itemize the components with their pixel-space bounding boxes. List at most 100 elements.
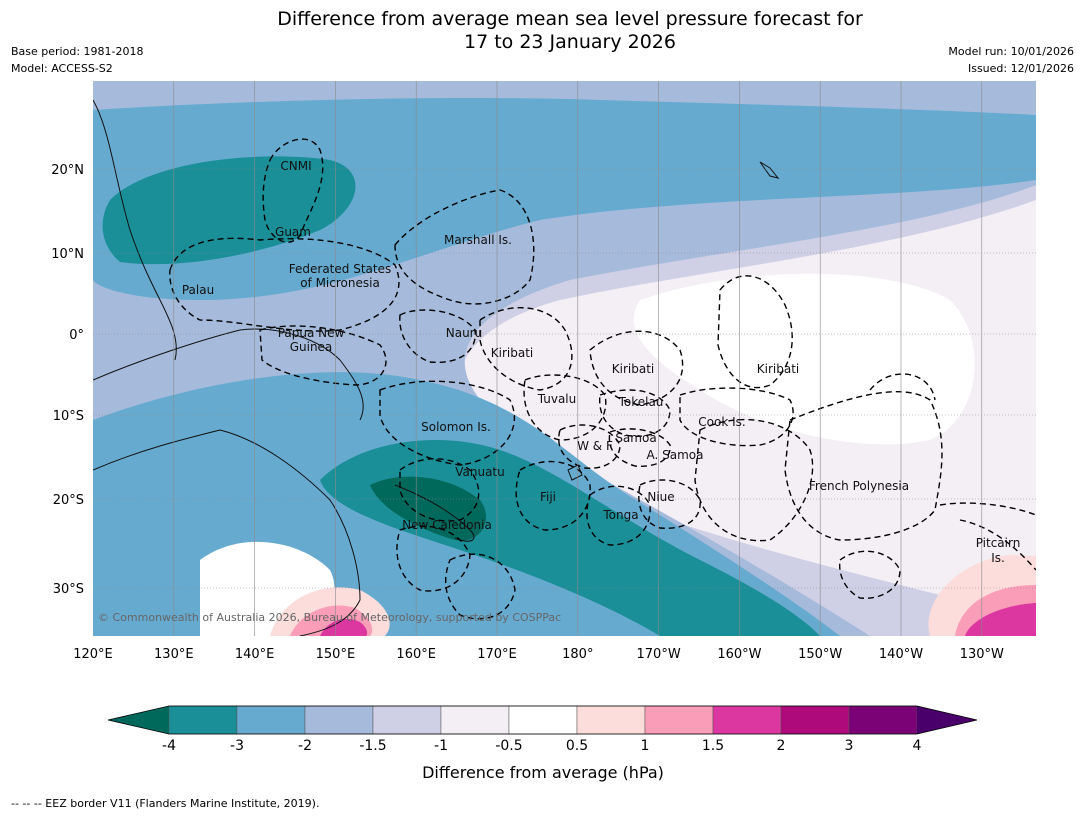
eez-marquesas — [869, 373, 936, 401]
place-label: Pitcairn — [976, 536, 1021, 550]
gridlines — [93, 81, 1036, 636]
field-positive-1-5-east — [965, 603, 1036, 636]
eez-kiribati-west — [479, 307, 573, 391]
eez-borders — [169, 138, 1036, 620]
colorbar-title: Difference from average (hPa) — [422, 763, 664, 782]
new-caledonia-coastline — [394, 484, 475, 542]
place-label: Cook Is. — [698, 415, 745, 429]
eez-wallis-futuna — [558, 424, 621, 469]
colorbar-tick-label: -0.5 — [495, 738, 522, 754]
eez-tuvalu — [523, 374, 607, 441]
longitude-tick-label: 160°E — [396, 647, 436, 662]
place-label: New Caledonia — [402, 518, 492, 532]
place-label: Vanuatu — [455, 465, 505, 479]
colorbar-bin — [372, 705, 442, 735]
eez-samoa — [608, 428, 671, 467]
place-label: Tonga — [602, 508, 638, 522]
colorbar-labels: -4 -3 -2 -1.5 -1 -0.5 0.5 1 1.5 2 3 4 — [162, 738, 922, 754]
eez-austral — [838, 550, 901, 599]
model-run: Model run: 10/01/2026 — [948, 45, 1074, 58]
colorbar-bin — [780, 705, 850, 735]
meta-right: Model run: 10/01/2026 Issued: 12/01/2026 — [948, 43, 1074, 77]
field-core-minus-4 — [370, 476, 486, 541]
latitude-labels: 20°N 10°N 0° 10°S 20°S 30°S — [51, 163, 84, 597]
colorbar-tick-label: -1.5 — [359, 738, 386, 754]
longitude-tick-label: 170°W — [637, 647, 681, 662]
colorbar-bin — [712, 705, 782, 735]
eez-kiribati-phoenix — [589, 330, 684, 406]
eez-cook-north — [679, 387, 794, 447]
colorbar-bin — [304, 705, 374, 735]
place-label: Solomon Is. — [421, 420, 491, 434]
eez-png — [259, 325, 387, 386]
colorbar-tick-label: -4 — [162, 738, 176, 754]
colorbar-bin — [576, 705, 646, 735]
eez-marshall — [394, 189, 535, 305]
longitude-tick-label: 120°E — [73, 647, 113, 662]
colorbar-bin — [644, 705, 714, 735]
longitude-tick-label: 180° — [562, 647, 593, 662]
longitude-tick-label: 140°E — [235, 647, 275, 662]
place-label: Federated States — [289, 262, 391, 276]
colorbar-tick-label: -2 — [298, 738, 312, 754]
eez-kiribati-line — [717, 275, 793, 389]
place-label: Palau — [182, 283, 214, 297]
colorbar-bin — [848, 705, 918, 735]
place-label: Niue — [647, 490, 674, 504]
colorbar-below-triangle — [108, 706, 169, 734]
place-label: Tuvalu — [537, 392, 577, 406]
colorbar-tick-label: 1 — [641, 738, 650, 754]
longitude-tick-label: 150°E — [316, 647, 356, 662]
latitude-gridlines — [93, 168, 1036, 589]
latitude-tick-label: 0° — [69, 328, 84, 343]
place-label: Nauru — [446, 326, 482, 340]
eez-cnmi-guam — [262, 138, 324, 243]
latitude-tick-label: 20°S — [53, 493, 84, 508]
longitude-labels: 120°E 130°E 140°E 150°E 160°E 170°E 180° 170°W 1… — [73, 647, 1004, 662]
latitude-tick-label: 10°N — [51, 247, 84, 262]
australia-coastline — [93, 429, 361, 636]
place-label: Guinea — [290, 340, 333, 354]
colorbar-tick-label: 0.5 — [566, 738, 588, 754]
eez-footnote: -- -- -- EEZ border V11 (Flanders Marine… — [11, 797, 320, 810]
fiji-coastline — [567, 464, 583, 481]
colorbar-tick-label: 3 — [845, 738, 854, 754]
eez-pitcairn-south — [959, 519, 1036, 571]
philippines-coastline — [93, 99, 177, 361]
field-core-minus-3-north — [102, 156, 356, 265]
place-label: CNMI — [280, 159, 311, 173]
issued-date: Issued: 12/01/2026 — [967, 62, 1074, 75]
longitude-tick-label: 130°W — [960, 647, 1004, 662]
latitude-tick-label: 30°S — [53, 582, 84, 597]
colorbar-bin — [440, 705, 510, 735]
colorbar-bins — [168, 705, 918, 735]
eez-french-polynesia — [784, 391, 943, 541]
eez-fiji — [515, 460, 591, 531]
place-label: Fiji — [540, 490, 556, 504]
colorbar-tick-label: 2 — [777, 738, 786, 754]
longitude-tick-label: 150°W — [798, 647, 842, 662]
place-label: French Polynesia — [809, 479, 909, 493]
latitude-tick-label: 10°S — [53, 409, 84, 424]
longitude-tick-label: 130°E — [154, 647, 194, 662]
eez-norfolk — [444, 553, 516, 620]
place-label: W & F — [577, 439, 613, 453]
colorbar-bin — [508, 705, 578, 735]
eez-tokelau — [598, 389, 671, 437]
title-line-2: 17 to 23 January 2026 — [464, 31, 676, 53]
hawaii-coastline — [759, 161, 780, 179]
place-label: Tokelau — [618, 395, 664, 409]
colorbar-bin — [236, 705, 306, 735]
longitude-tick-label: 160°W — [717, 647, 761, 662]
new-guinea-coastline — [93, 328, 364, 421]
place-label: Samoa — [615, 431, 656, 445]
place-label: Guam — [275, 225, 311, 239]
longitude-tick-label: 140°W — [879, 647, 923, 662]
colorbar-outline — [107, 705, 978, 735]
eez-niue — [638, 479, 701, 529]
colorbar-tick-label: 1.5 — [702, 738, 724, 754]
model-name: Model: ACCESS-S2 — [11, 62, 113, 75]
colorbar-above-triangle — [917, 706, 977, 734]
copyright-notice: © Commonwealth of Australia 2026, Bureau… — [98, 611, 561, 624]
